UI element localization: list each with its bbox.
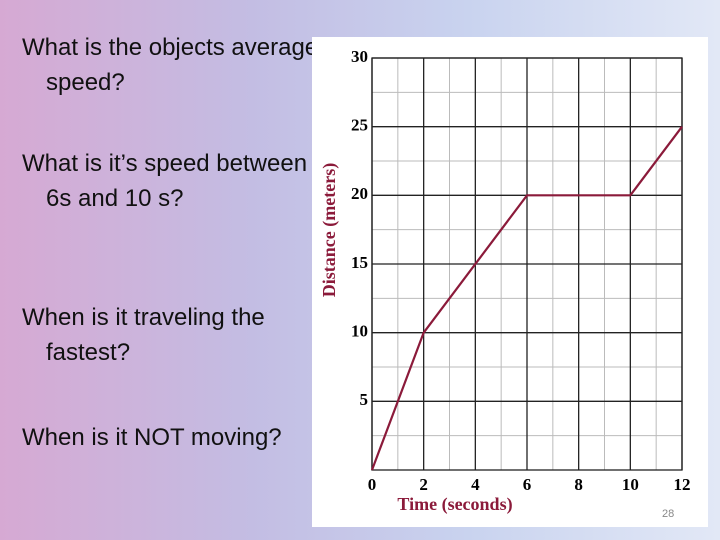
x-tick-label: 8 [574, 475, 583, 494]
x-tick-label: 12 [674, 475, 691, 494]
y-tick-label: 20 [351, 184, 368, 203]
x-tick-label: 0 [368, 475, 377, 494]
x-axis-label: Time (seconds) [397, 494, 512, 515]
x-tick-label: 10 [622, 475, 639, 494]
y-axis-label: Distance (meters) [319, 163, 340, 297]
x-tick-label: 4 [471, 475, 480, 494]
question: What is it’s speed between 6s and 10 s? [22, 150, 308, 212]
y-tick-label: 15 [351, 253, 368, 272]
x-tick-label: 2 [419, 475, 428, 494]
question: What is the objects average speed? [22, 34, 319, 96]
question: When is it traveling the fastest? [22, 304, 265, 366]
question: When is it NOT moving? [22, 424, 282, 451]
data-line [370, 126, 683, 471]
x-tick-label: 6 [523, 475, 532, 494]
y-tick-label: 25 [351, 116, 368, 135]
y-tick-label: 30 [351, 47, 368, 66]
y-tick-label: 10 [351, 322, 368, 341]
chart-background [312, 37, 708, 527]
y-tick-label: 5 [360, 390, 369, 409]
slide-number: 28 [662, 508, 675, 520]
plot-frame [371, 57, 683, 471]
